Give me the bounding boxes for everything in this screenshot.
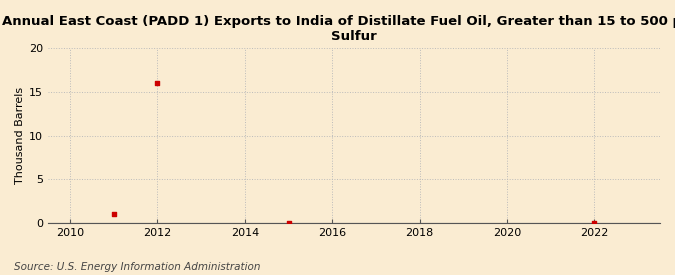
- Text: Source: U.S. Energy Information Administration: Source: U.S. Energy Information Administ…: [14, 262, 260, 272]
- Point: [152, 81, 163, 86]
- Point: [108, 212, 119, 217]
- Point: [589, 221, 600, 225]
- Point: [283, 221, 294, 225]
- Y-axis label: Thousand Barrels: Thousand Barrels: [15, 87, 25, 184]
- Title: Annual East Coast (PADD 1) Exports to India of Distillate Fuel Oil, Greater than: Annual East Coast (PADD 1) Exports to In…: [3, 15, 675, 43]
